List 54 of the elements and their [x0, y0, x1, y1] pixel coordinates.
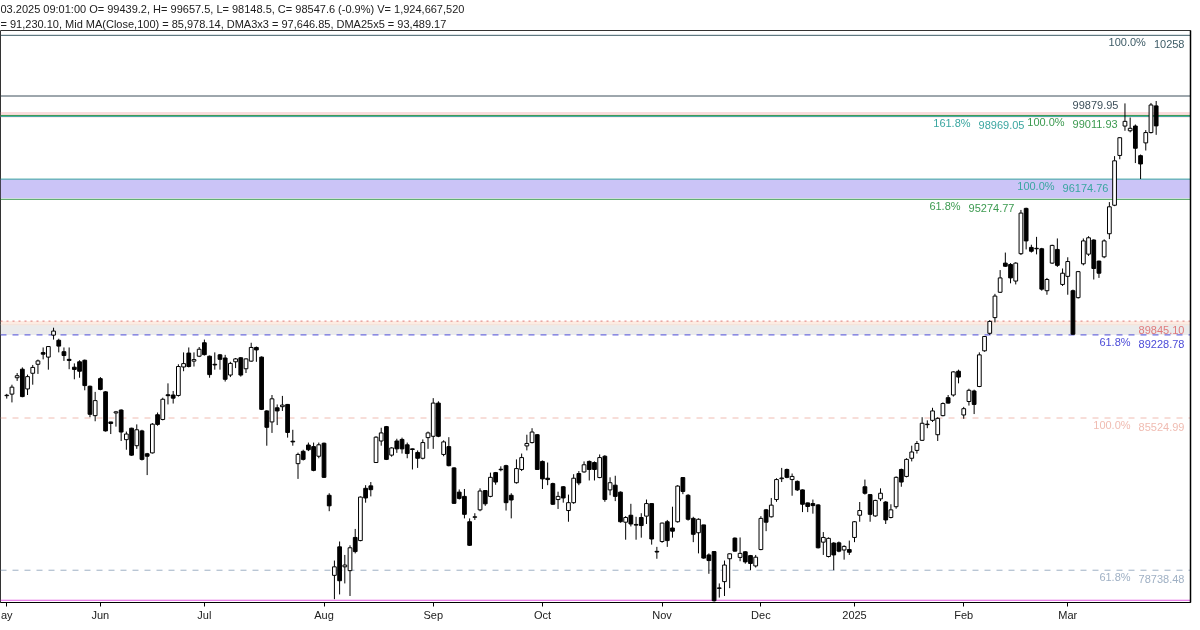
candlestick	[1138, 154, 1143, 180]
annotation: 161.8%	[933, 117, 971, 130]
x-tick-label: 2025	[842, 608, 867, 621]
candlestick	[1054, 237, 1060, 268]
candlestick	[1122, 102, 1128, 132]
candlestick	[997, 269, 1003, 294]
candlestick	[61, 346, 67, 362]
x-tick-label: Jul	[197, 608, 212, 621]
x-tick-label: ay	[0, 608, 14, 621]
candlestick	[66, 346, 72, 370]
annotation: 61.8%	[1099, 335, 1131, 348]
candlestick	[774, 477, 779, 503]
candlestick	[852, 520, 857, 543]
annotation: 100.0%	[1027, 116, 1065, 129]
candlestick	[30, 364, 36, 386]
ref-line-label: 89845.10	[1138, 324, 1185, 337]
ref-line-label: 98969.05	[978, 119, 1025, 132]
x-tick-label: Sep	[423, 608, 444, 621]
candlestick	[45, 345, 51, 371]
candlestick	[1101, 238, 1107, 259]
x-tick-label: Oct	[533, 608, 552, 621]
annotation: 61.8%	[1099, 571, 1131, 584]
ref-line-label: 99011.93	[1072, 118, 1118, 131]
annotation: 61.8%	[929, 200, 961, 213]
candlestick	[857, 501, 863, 523]
ref-line-label: 78738.48	[1138, 573, 1185, 586]
x-tick-label: Nov	[652, 608, 673, 621]
candlestick	[467, 517, 473, 547]
x-tick-label: Jun	[91, 608, 110, 621]
candlestick	[9, 384, 15, 403]
candlestick	[992, 293, 998, 323]
ref-line-label: 99879.95	[1072, 99, 1119, 111]
ref-line-label: 95274.77	[968, 202, 1015, 215]
annotation: 10258	[1153, 38, 1185, 51]
candlestick	[35, 359, 41, 375]
chart-subtitle: = 91,230.10, Mid MA(Close,100) = 85,978.14, DMA3x3 = 97,646.85, DMA25x5 = 93,489.17	[0, 18, 447, 30]
candlestick	[654, 546, 660, 560]
ref-line-label: 85524.99	[1138, 421, 1185, 433]
x-tick-label: Aug	[314, 608, 334, 621]
candlestick	[727, 552, 733, 589]
candlestick	[883, 500, 889, 525]
candlestick	[638, 512, 644, 539]
annotation: 100.0%	[1108, 36, 1147, 49]
x-tick-label: Feb	[954, 608, 974, 621]
ref-line-label: 89228.78	[1138, 337, 1185, 350]
x-tick-label: Dec	[751, 608, 772, 621]
ref-line-label: 96174.76	[1062, 182, 1109, 195]
candlestick	[1117, 136, 1123, 160]
x-tick-label: Mar	[1058, 608, 1078, 621]
candlestick	[862, 479, 868, 496]
candlestick	[722, 560, 727, 597]
annotation: 100.0%	[1093, 419, 1131, 431]
annotation: 100.0%	[1017, 180, 1055, 193]
chart-title: 03.2025 09:01:00 O= 99439.2, H= 99657.5, L= 98148.5, C= 98547.6 (-0.9%) V= 1,924,667,520	[0, 3, 465, 15]
